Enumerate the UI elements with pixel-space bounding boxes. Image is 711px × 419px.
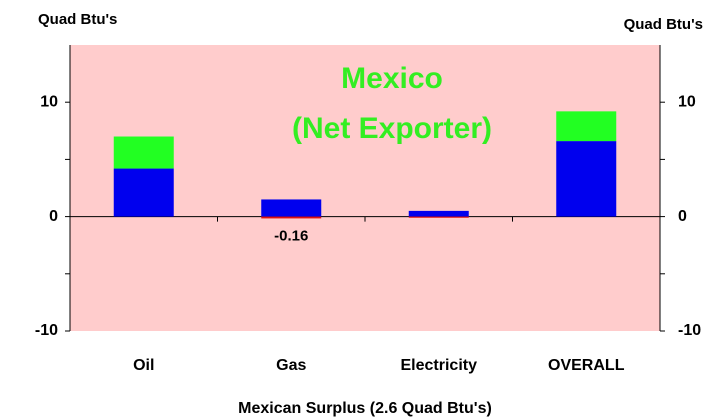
annotation: (Net Exporter) bbox=[292, 112, 492, 145]
bar-segment bbox=[113, 168, 174, 217]
x-tick-label: OVERALL bbox=[548, 357, 625, 374]
annotation: Mexico bbox=[341, 62, 443, 95]
y2-axis-label: Quad Btu's bbox=[624, 16, 703, 33]
bar-segment bbox=[556, 111, 617, 142]
bar-segment bbox=[261, 199, 322, 217]
bar-segment bbox=[556, 141, 617, 217]
bar-segment bbox=[261, 216, 322, 219]
x-axis-label: Mexican Surplus (2.6 Quad Btu's) bbox=[238, 400, 492, 417]
y-axis-label: Quad Btu's bbox=[38, 11, 117, 28]
y2-tick-label: 10 bbox=[678, 93, 696, 110]
x-tick-label: Oil bbox=[133, 357, 154, 374]
bar-segment bbox=[408, 210, 469, 217]
y2-tick-label: 0 bbox=[678, 208, 687, 225]
x-tick-label: Electricity bbox=[401, 357, 478, 374]
y-tick-label: -10 bbox=[35, 322, 58, 339]
y-tick-label: 0 bbox=[49, 208, 58, 225]
bar-segment bbox=[113, 136, 174, 169]
y-tick-label: 10 bbox=[40, 93, 58, 110]
x-tick-label: Gas bbox=[276, 357, 306, 374]
data-label: -0.16 bbox=[274, 227, 308, 244]
y2-tick-label: -10 bbox=[678, 322, 701, 339]
bar-segment bbox=[408, 216, 469, 218]
